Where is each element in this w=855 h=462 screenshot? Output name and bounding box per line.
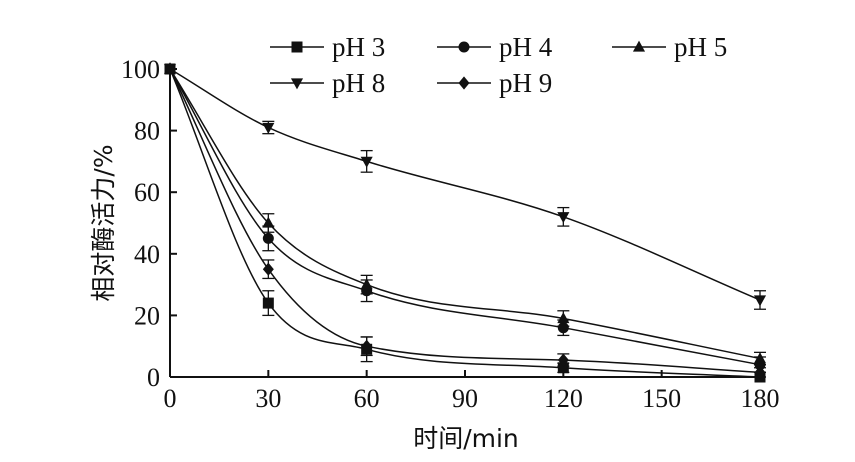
x-tick-label: 180 [741,384,780,413]
legend-marker [290,78,304,90]
fit-curves [169,68,761,378]
data-point-ph-9 [557,353,569,367]
fit-curve-ph-3 [169,68,761,378]
legend-item-ph-4: pH 4 [437,32,553,62]
data-point-ph-8 [360,156,373,168]
legend-item-ph-5: pH 5 [612,32,727,62]
x-tick-label: 120 [544,384,583,413]
data-point-ph-9 [164,62,176,76]
y-tick-label: 40 [134,240,160,269]
error-bars [262,120,766,378]
legend: pH 3 pH 4 pH 5 pH 8 pH 9 [270,32,727,98]
plot-area: 0 30 60 90 120 150 180 0 20 40 60 80 100 [121,55,780,413]
data-point-ph-5 [557,312,570,324]
data-markers [163,62,767,383]
legend-marker [632,40,646,52]
data-point-ph-9 [361,339,373,353]
legend-label: pH 5 [674,32,727,62]
x-tick-label: 30 [255,384,281,413]
legend-item-ph-9: pH 9 [437,68,552,98]
data-point-ph-3 [262,297,274,309]
data-point-ph-8 [753,295,767,307]
data-point-ph-4 [262,232,274,244]
legend-marker [458,41,470,53]
fit-curve-ph-9 [169,68,761,374]
data-point-ph-3 [557,362,569,374]
x-tick-label: 60 [354,384,380,413]
legend-item-ph-8: pH 8 [270,68,385,98]
x-tick-label: 150 [642,384,681,413]
data-point-ph-5 [753,352,767,364]
y-tick-label: 100 [121,55,160,84]
legend-item-ph-3: pH 3 [270,32,385,62]
legend-label: pH 9 [499,68,552,98]
data-point-ph-9 [754,365,766,379]
data-point-ph-5 [360,278,373,290]
fit-curve-ph-4 [169,68,761,366]
y-tick-label: 60 [134,178,160,207]
legend-label: pH 8 [332,68,385,98]
data-point-ph-4 [557,322,569,334]
data-point-ph-9 [262,262,274,276]
x-tick-label: 0 [164,384,177,413]
legend-label: pH 3 [332,32,385,62]
y-tick-label: 0 [147,363,160,392]
data-point-ph-8 [262,122,275,134]
data-point-ph-5 [262,216,275,228]
fit-curve-ph-5 [169,68,761,360]
x-tick-label: 90 [452,384,478,413]
legend-label: pH 4 [499,32,553,62]
x-axis-title: 时间/min [413,424,519,453]
fit-curve-ph-8 [169,68,761,301]
y-axis-title: 相对酶活力/% [89,144,118,301]
y-tick-label: 20 [134,301,160,330]
legend-marker [291,41,303,53]
legend-marker [458,76,470,90]
y-tick-label: 80 [134,117,160,146]
data-point-ph-8 [557,212,570,224]
